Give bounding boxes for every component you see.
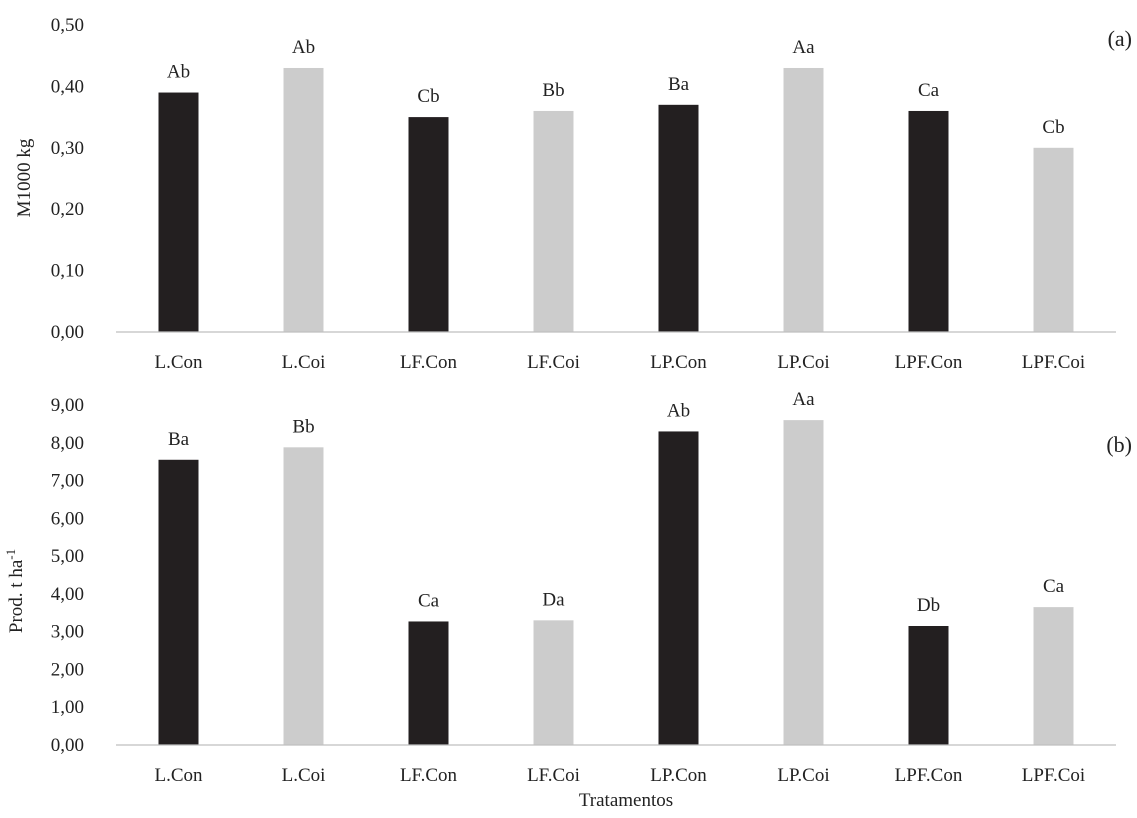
bar-lp-con-b [658, 431, 699, 745]
data-label-b: Ca [1043, 576, 1065, 597]
x-tick-label-b: L.Coi [282, 765, 326, 786]
y-axis-title-b: Prod. t ha-1 [3, 549, 27, 633]
bar-lf-coi-a [533, 110, 574, 333]
x-tick-label-b: LP.Con [650, 765, 707, 786]
y-tick-label-b: 8,00 [51, 433, 84, 454]
bar-lpf-con-b [908, 626, 949, 745]
data-label-b: Ba [168, 429, 190, 450]
y-axis-title-a: M1000 kg [14, 138, 35, 217]
x-axis-title: Tratamentos [579, 790, 673, 811]
y-tick-label-b: 5,00 [51, 546, 84, 567]
data-label-a: Ca [918, 80, 940, 101]
data-label-a: Cb [417, 86, 439, 107]
data-label-a: Ab [292, 37, 315, 58]
y-tick-label-a: 0,20 [51, 199, 84, 220]
x-tick-label-b: LF.Con [400, 765, 458, 786]
x-tick-label-b: LP.Coi [777, 765, 829, 786]
x-tick-label-a: LF.Coi [527, 352, 580, 373]
bar-l-coi-a [283, 67, 324, 332]
y-tick-label-b: 7,00 [51, 471, 84, 492]
bar-lp-con-a [658, 104, 699, 332]
panel-label-b: (b) [1106, 432, 1132, 457]
x-tick-label-b: LPF.Coi [1022, 765, 1085, 786]
x-tick-label-a: LP.Coi [777, 352, 829, 373]
data-label-b: Da [542, 589, 565, 610]
y-tick-label-b: 3,00 [51, 622, 84, 643]
y-tick-label-a: 0,40 [51, 76, 84, 97]
y-tick-label-b: 0,00 [51, 735, 84, 756]
data-label-b: Db [917, 595, 940, 616]
y-tick-label-b: 6,00 [51, 508, 84, 529]
panel-label-a: (a) [1108, 26, 1132, 51]
y-tick-label-b: 4,00 [51, 584, 84, 605]
x-tick-label-b: LF.Coi [527, 765, 580, 786]
x-tick-label-b: LPF.Con [895, 765, 963, 786]
data-label-b: Bb [292, 416, 314, 437]
x-tick-label-a: LPF.Con [895, 352, 963, 373]
data-label-a: Aa [792, 37, 815, 58]
data-label-b: Ca [418, 590, 440, 611]
bar-lpf-con-a [908, 110, 949, 333]
bar-lf-con-a [408, 117, 449, 332]
y-tick-label-a: 0,00 [51, 322, 84, 343]
bar-l-con-a [158, 92, 199, 332]
y-tick-label-b: 2,00 [51, 659, 84, 680]
bar-lpf-coi-a [1033, 147, 1074, 332]
data-label-a: Bb [542, 80, 564, 101]
data-label-a: Ba [668, 74, 690, 95]
x-tick-label-a: LPF.Coi [1022, 352, 1085, 373]
y-tick-label-b: 9,00 [51, 395, 84, 416]
y-tick-label-b: 1,00 [51, 697, 84, 718]
x-tick-label-b: L.Con [154, 765, 203, 786]
y-tick-label-a: 0,30 [51, 138, 84, 159]
data-label-b: Aa [792, 389, 815, 410]
bar-l-con-b [158, 459, 199, 745]
bar-lpf-coi-b [1033, 607, 1074, 745]
y-tick-label-a: 0,50 [51, 15, 84, 36]
data-label-a: Ab [167, 62, 190, 83]
x-tick-label-a: L.Con [154, 352, 203, 373]
chart-panel-a: (a) M1000 kg 0,00 0,10 0,20 0,30 0,40 0,50 Ab L… [14, 15, 1132, 373]
chart-panel-b: (b) Prod. t ha-1 Tratamentos 0,00 1,00 2,0… [3, 389, 1132, 811]
data-label-a: Cb [1042, 117, 1064, 138]
x-tick-label-a: L.Coi [282, 352, 326, 373]
data-label-b: Ab [667, 400, 690, 421]
bar-l-coi-b [283, 447, 324, 745]
bar-lp-coi-a [783, 67, 824, 332]
bar-lf-con-b [408, 621, 449, 745]
x-tick-label-a: LF.Con [400, 352, 458, 373]
x-tick-label-a: LP.Con [650, 352, 707, 373]
bar-lf-coi-b [533, 620, 574, 745]
bar-lp-coi-b [783, 420, 824, 745]
y-tick-label-a: 0,10 [51, 261, 84, 282]
